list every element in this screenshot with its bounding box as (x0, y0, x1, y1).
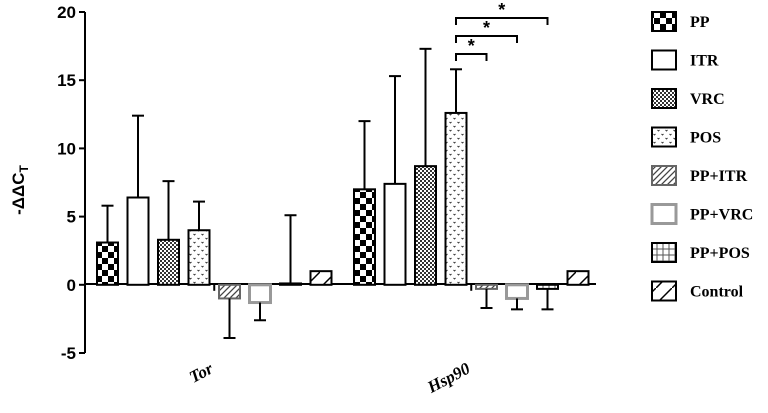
legend-swatch (651, 165, 677, 186)
bar-pp-plus-itr-tor (218, 283, 241, 300)
significance-star: * (498, 0, 505, 20)
bar-pos-hsp90 (444, 111, 468, 286)
legend-label: PP+ITR (690, 168, 748, 185)
y-axis-label-subscript: T (17, 164, 31, 172)
bar-pp-plus-pos-hsp90 (536, 283, 559, 290)
significance-bracket (455, 35, 518, 43)
legend-label: PP+VRC (690, 207, 753, 224)
legend-label: PP (690, 14, 710, 31)
legend-swatch (651, 11, 677, 32)
category-label: Tor (186, 359, 216, 387)
bars-layer (96, 111, 590, 305)
bar-vrc-hsp90 (414, 165, 437, 286)
bar-pos-tor (187, 229, 211, 286)
legend-swatch (651, 88, 677, 109)
y-tick-label: 15 (57, 71, 76, 90)
y-tick-label: 5 (67, 208, 76, 227)
legend-label: POS (690, 130, 721, 147)
bar-pp-plus-vrc-tor (248, 283, 272, 305)
y-ticks: -5 0 5 10 15 20 (57, 3, 85, 363)
bar-pp-plus-vrc-hsp90 (505, 283, 529, 300)
y-axis-label: -ΔΔCT (9, 164, 31, 214)
bar-control-tor (309, 270, 333, 286)
y-tick-label: -5 (61, 344, 76, 363)
bar-pp-hsp90 (353, 188, 376, 286)
legend-label: VRC (690, 91, 725, 108)
legend-swatch (651, 280, 677, 302)
legend-label: ITR (690, 53, 719, 70)
bar-control-hsp90 (566, 270, 590, 286)
bar-pp-plus-itr-hsp90 (475, 283, 498, 290)
bar-pp-plus-pos-tor (279, 282, 302, 286)
significance-star: * (468, 36, 475, 56)
legend-swatch (651, 126, 677, 148)
category-label: Hsp90 (423, 359, 473, 398)
bar-itr-hsp90 (383, 182, 407, 286)
significance-bracket (455, 53, 488, 61)
legend-label: Control (690, 284, 744, 301)
legend-swatch (651, 49, 677, 71)
legend-swatch (651, 242, 677, 263)
bar-vrc-tor (157, 238, 180, 286)
bar-itr-tor (126, 196, 150, 286)
legend-label: PP+POS (690, 245, 750, 262)
legend: PP ITR VRC POS PP+ITR PP+VRC PP+POS Control (650, 11, 753, 302)
significance-star: * (483, 18, 490, 38)
significance-layer: * * * (455, 0, 549, 61)
significance-bracket (455, 17, 549, 25)
legend-swatch (650, 203, 678, 225)
error-bars-layer (101, 47, 554, 339)
y-tick-label: 20 (57, 3, 76, 22)
y-tick-label: 0 (67, 276, 76, 295)
bar-pp-tor (96, 241, 119, 286)
y-tick-label: 10 (57, 139, 76, 158)
